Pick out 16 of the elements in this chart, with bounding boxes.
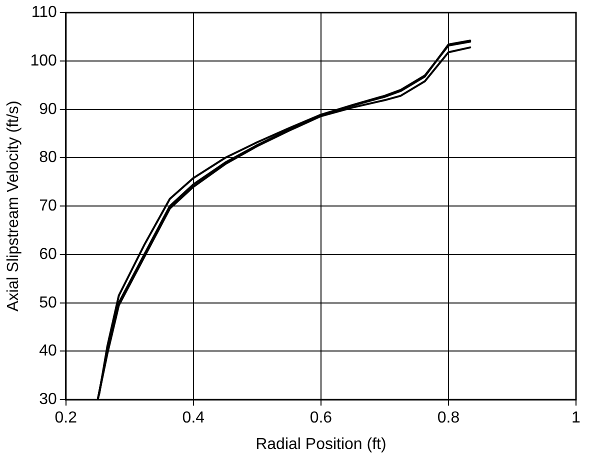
x-tick-label: 1 <box>572 410 581 427</box>
y-tick-label: 110 <box>31 4 57 22</box>
y-tick-label: 60 <box>39 246 57 263</box>
y-tick-label: 40 <box>39 342 57 360</box>
y-axis-title: Axial Slipstream Velocity (ft/s) <box>5 100 22 312</box>
y-tick-label: 100 <box>30 52 57 70</box>
y-tick-label: 70 <box>39 198 57 215</box>
x-tick-label: 0.4 <box>182 410 205 427</box>
x-tick-label: 0.2 <box>54 410 78 427</box>
x-axis-title: Radial Position (ft) <box>256 436 386 453</box>
x-tick-label: 0.8 <box>437 410 460 427</box>
y-tick-label: 30 <box>39 391 57 408</box>
y-tick-label: 50 <box>39 294 57 312</box>
y-tick-label: 80 <box>39 149 57 166</box>
x-tick-label: 0.6 <box>310 410 332 427</box>
y-tick-label: 90 <box>39 100 57 118</box>
